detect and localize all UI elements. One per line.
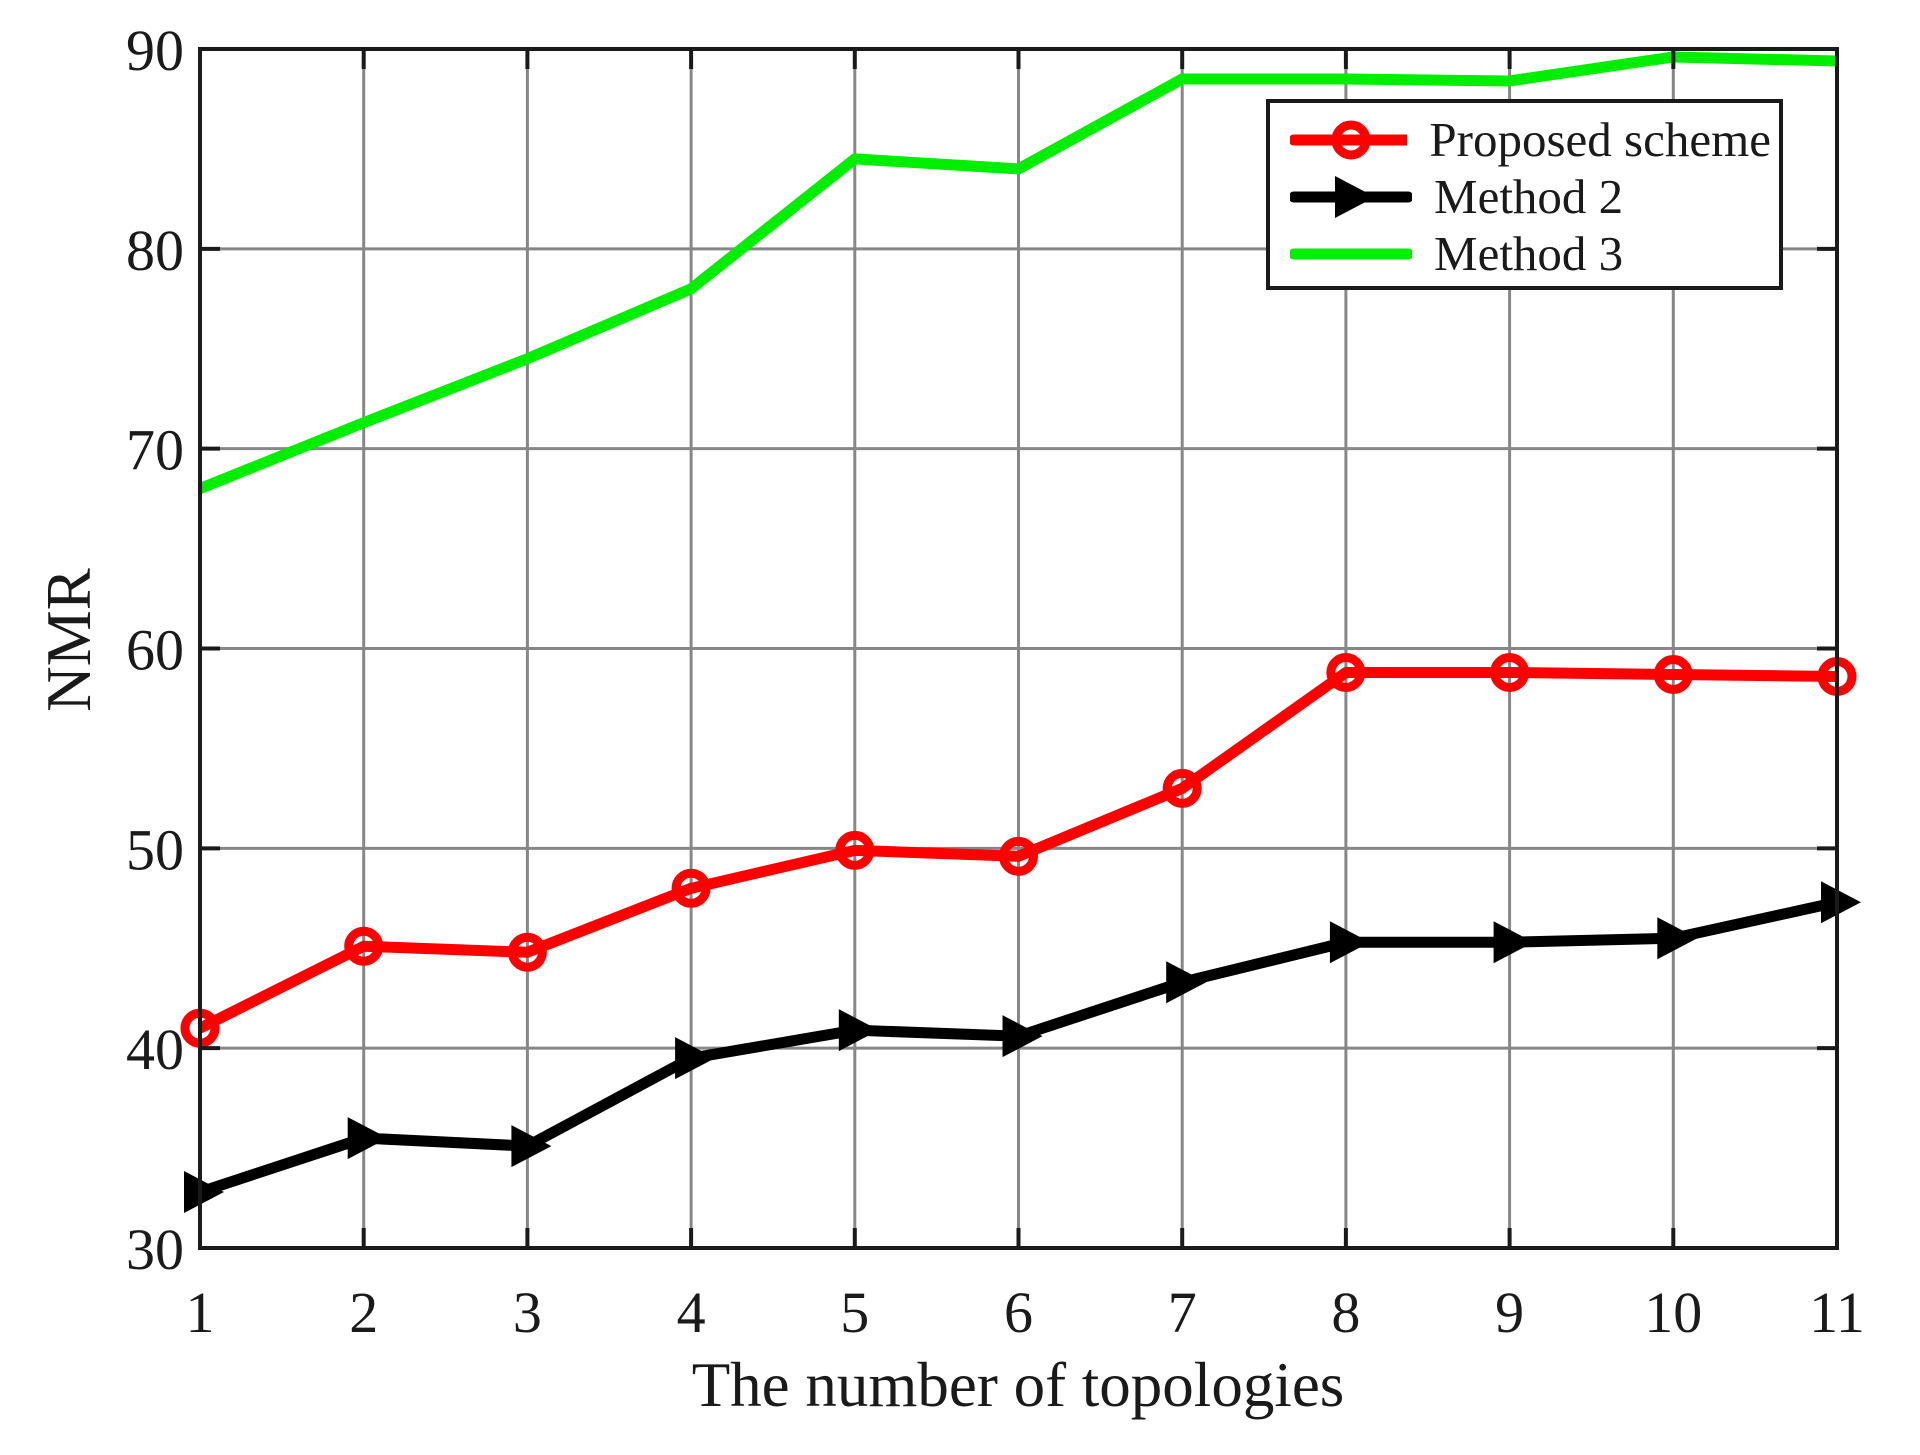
series-line-0 <box>197 666 1838 1034</box>
x-axis-label: The number of topologies <box>692 1350 1345 1420</box>
legend-marker-sample <box>1335 175 1375 218</box>
x-tick-label: 8 <box>1331 1280 1360 1345</box>
x-tick-label: 10 <box>1644 1280 1702 1345</box>
legend-item: Method 2 <box>1290 168 1771 225</box>
legend-swatch-triangle-right <box>1290 175 1412 218</box>
y-tick-label: 70 <box>126 418 184 483</box>
x-tick-label: 5 <box>840 1280 869 1345</box>
legend-label: Method 3 <box>1434 226 1624 281</box>
series-0-marker <box>1653 654 1693 694</box>
x-tick-label: 11 <box>1809 1280 1865 1345</box>
x-tick-label: 2 <box>349 1280 378 1345</box>
x-tick-label: 4 <box>677 1280 706 1345</box>
y-tick-label: 50 <box>126 817 184 882</box>
series-0-marker <box>1326 652 1366 692</box>
tick-labels: 1 2 3 4 5 6 7 8 9 10 11 30 40 50 60 70 80 90 <box>126 18 1865 1345</box>
series-1-marker <box>838 1009 879 1052</box>
series-0-marker <box>344 926 384 966</box>
series-1-marker <box>511 1125 552 1168</box>
series-0-marker <box>835 830 875 870</box>
series-0-marker <box>1490 652 1530 692</box>
x-tick-label: 7 <box>1168 1280 1197 1345</box>
x-tick-label: 6 <box>1004 1280 1033 1345</box>
series-1-marker <box>1002 1015 1043 1058</box>
legend-label: Method 2 <box>1434 169 1624 224</box>
series-0-marker <box>1162 768 1202 808</box>
y-tick-label: 80 <box>126 218 184 283</box>
series-1-marker <box>1657 917 1698 960</box>
series-1-marker <box>1329 921 1370 964</box>
series-line-2 <box>197 51 1838 494</box>
y-tick-label: 60 <box>126 618 184 683</box>
series-0-marker <box>999 836 1038 876</box>
series-1-marker <box>1166 961 1207 1004</box>
y-tick-label: 30 <box>126 1217 184 1282</box>
series-1-marker <box>675 1037 716 1080</box>
y-tick-label: 90 <box>126 18 184 83</box>
legend-label: Proposed scheme <box>1429 112 1771 167</box>
series-0-marker <box>671 868 711 908</box>
axes-frame <box>198 47 1839 1250</box>
y-axis-label: NMR <box>34 568 104 712</box>
legend-item: Proposed scheme <box>1290 111 1771 168</box>
legend-marker-sample <box>1331 120 1371 159</box>
series-1-marker <box>347 1117 388 1160</box>
x-tick-label: 9 <box>1495 1280 1524 1345</box>
series-1-marker <box>184 1171 224 1214</box>
legend-swatch-circle <box>1290 120 1408 159</box>
y-tick-label: 40 <box>126 1017 184 1082</box>
series-1-marker <box>1821 881 1861 924</box>
x-tick-label: 1 <box>186 1280 215 1345</box>
legend-swatch-line <box>1290 248 1412 259</box>
x-tick-label: 3 <box>513 1280 542 1345</box>
data-series <box>180 51 1861 1214</box>
legend: Proposed scheme Method 2 Method 3 <box>1266 99 1783 290</box>
series-1-marker <box>1493 921 1534 964</box>
series-0-marker <box>507 932 547 972</box>
legend-item: Method 3 <box>1290 225 1771 282</box>
